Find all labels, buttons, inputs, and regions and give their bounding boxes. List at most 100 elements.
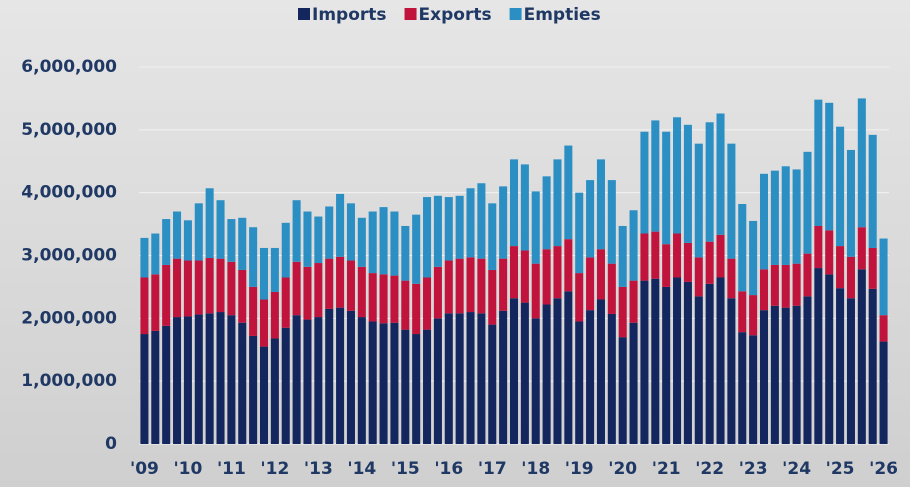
- bar-segment: [357, 217, 366, 267]
- bar-segment: [194, 260, 203, 315]
- bar-segment: [879, 238, 888, 316]
- bar-segment: [357, 266, 366, 318]
- bar-segment: [596, 299, 605, 444]
- y-tick-label: 6,000,000: [21, 57, 117, 77]
- bar-segment: [466, 312, 475, 444]
- bar-segment: [325, 206, 334, 259]
- bar-segment: [857, 269, 866, 444]
- bar-segment: [575, 273, 584, 322]
- bar-segment: [596, 249, 605, 300]
- bar-segment: [825, 230, 834, 275]
- bar-segment: [716, 277, 725, 444]
- bar-segment: [640, 233, 649, 281]
- bar-segment: [738, 332, 747, 444]
- bar-segment: [542, 304, 551, 444]
- bar-segment: [868, 134, 877, 248]
- y-tick-label: 5,000,000: [21, 120, 117, 140]
- x-tick-label: '10: [173, 459, 202, 479]
- bar-segment: [368, 321, 377, 444]
- bar-segment: [531, 263, 540, 319]
- bar-segment: [173, 258, 182, 318]
- bar-segment: [716, 234, 725, 278]
- x-tick-label: '14: [347, 459, 376, 479]
- bar-segment: [423, 329, 432, 444]
- bar-segment: [586, 257, 595, 311]
- bar-segment: [455, 313, 464, 444]
- bar-segment: [281, 222, 290, 278]
- bar-segment: [466, 188, 475, 258]
- bar-segment: [259, 247, 269, 300]
- legend-swatch: [298, 8, 310, 20]
- bar-segment: [705, 122, 714, 242]
- bar-segment: [249, 286, 258, 336]
- bar-segment: [662, 244, 671, 287]
- bar-segment: [564, 239, 573, 292]
- bar-segment: [879, 341, 888, 444]
- bar-segment: [346, 203, 355, 261]
- bar-segment: [216, 200, 225, 259]
- bar-segment: [477, 258, 486, 314]
- bar-segment: [673, 117, 682, 234]
- bar-segment: [531, 318, 540, 444]
- bar-segment: [683, 124, 692, 243]
- y-tick-label: 1,000,000: [21, 371, 117, 391]
- bar-segment: [314, 263, 323, 318]
- bar-segment: [596, 159, 605, 250]
- bar-segment: [542, 249, 551, 305]
- x-tick-label: '25: [826, 459, 855, 479]
- bar-segment: [488, 324, 497, 444]
- bar-segment: [694, 296, 703, 444]
- bar-segment: [292, 315, 301, 444]
- bar-segment: [662, 286, 671, 444]
- bar-segment: [618, 337, 627, 444]
- bar-segment: [227, 261, 236, 316]
- bar-segment: [607, 263, 616, 314]
- bar-segment: [162, 264, 171, 326]
- bar-segment: [238, 217, 247, 270]
- bar-segment: [346, 260, 355, 311]
- bar-segment: [270, 291, 279, 339]
- bar-segment: [868, 288, 877, 444]
- bar-segment: [346, 310, 355, 444]
- bar-segment: [140, 277, 149, 335]
- bar-segment: [259, 299, 269, 347]
- bar-segment: [509, 159, 519, 247]
- bar-segment: [205, 258, 214, 314]
- bar-segment: [444, 313, 453, 444]
- bar-segment: [825, 274, 834, 444]
- bar-segment: [216, 258, 225, 313]
- bar-segment: [401, 225, 410, 281]
- bar-segment: [607, 313, 616, 444]
- bar-segment: [553, 159, 562, 247]
- bar-segment: [325, 308, 334, 444]
- bar-segment: [759, 173, 769, 270]
- bar-segment: [336, 193, 345, 257]
- bar-segment: [770, 264, 779, 306]
- y-tick-label: 4,000,000: [21, 183, 117, 203]
- bar-segment: [770, 170, 779, 265]
- legend-swatch: [404, 8, 417, 20]
- bar-segment: [836, 246, 845, 289]
- bar-segment: [292, 261, 301, 316]
- bar-segment: [444, 260, 453, 314]
- bar-segment: [183, 260, 192, 317]
- bar-segment: [749, 335, 758, 444]
- bar-segment: [390, 322, 399, 444]
- bar-segment: [553, 298, 562, 444]
- bar-segment: [705, 241, 714, 284]
- bar-segment: [836, 126, 845, 247]
- bar-segment: [270, 247, 279, 292]
- bar-segment: [520, 164, 529, 251]
- bar-segment: [227, 219, 236, 262]
- bar-segment: [379, 274, 388, 324]
- bar-segment: [423, 197, 432, 278]
- x-tick-label: '18: [521, 459, 550, 479]
- bar-segment: [151, 330, 160, 444]
- y-tick-label: 3,000,000: [21, 246, 117, 266]
- x-tick-label: '16: [434, 459, 463, 479]
- bar-segment: [455, 258, 464, 314]
- bar-segment: [249, 335, 258, 444]
- bar-segment: [749, 295, 758, 336]
- bar-segment: [618, 286, 627, 338]
- bar-segment: [216, 312, 225, 444]
